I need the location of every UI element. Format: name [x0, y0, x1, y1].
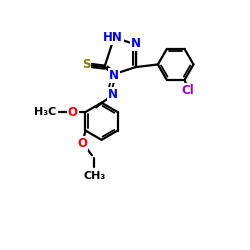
Text: HN: HN: [103, 31, 123, 44]
Text: S: S: [82, 58, 90, 71]
Text: H₃C: H₃C: [34, 107, 56, 117]
Text: N: N: [131, 37, 141, 50]
Text: CH₃: CH₃: [83, 170, 106, 180]
Text: O: O: [78, 137, 88, 150]
Text: Cl: Cl: [181, 84, 194, 97]
Text: O: O: [68, 106, 78, 118]
Text: N: N: [109, 69, 119, 82]
Text: N: N: [108, 88, 118, 101]
